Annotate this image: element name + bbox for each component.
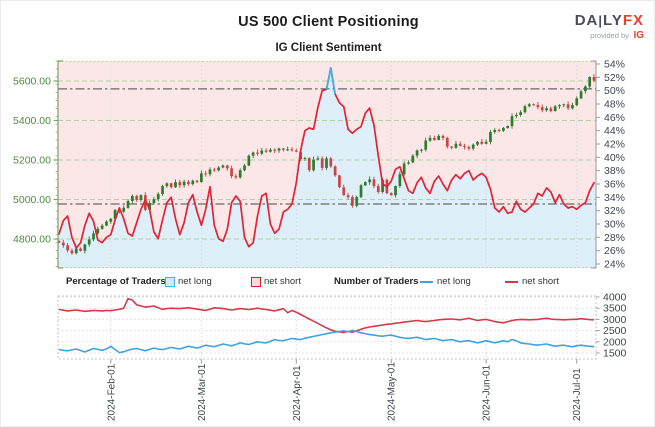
sentiment-line-long-majority xyxy=(325,67,336,95)
percent-tick-label: 48% xyxy=(604,99,625,111)
percent-tick-label: 42% xyxy=(604,139,625,151)
net-short-traders-line xyxy=(58,297,595,334)
date-tick-label: 2024-Mar-01 xyxy=(197,363,208,421)
percent-tick-label: 50% xyxy=(604,85,625,97)
price-tick-label: 5000.00 xyxy=(13,194,51,206)
page-title: US 500 Client Positioning xyxy=(238,14,419,30)
date-tick-label: 2024-Jul-01 xyxy=(572,368,583,421)
logo-text-ly: LY xyxy=(603,12,623,29)
net-long-line-icon xyxy=(420,281,433,283)
net-short-square-icon xyxy=(251,277,261,287)
logo-text-fx: FX xyxy=(622,12,644,29)
legend-pct-header: Percentage of Traders xyxy=(66,276,166,287)
count-tick-label: 1500 xyxy=(603,348,627,360)
candlesticks xyxy=(57,74,596,255)
legend-pct-net-short: net short xyxy=(264,276,301,287)
logo-tagline: provided by IG xyxy=(575,29,644,41)
provided-by-label: provided by xyxy=(590,31,629,40)
count-tick-label: 4000 xyxy=(603,292,627,304)
date-tick-label: 2024-Apr-01 xyxy=(292,365,303,421)
percent-tick-label: 44% xyxy=(604,125,625,137)
legend-num-net-long: net long xyxy=(437,276,471,287)
count-tick-label: 2000 xyxy=(603,336,627,348)
date-axis: 2024-Feb-01 2024-Mar-01 2024-Apr-01 2024-Ma… xyxy=(106,359,583,421)
price-tick-label: 4800.00 xyxy=(13,234,51,246)
percent-axis: 54%52%50%48%46%44%42%40%38%36%34%32%30%2… xyxy=(591,59,625,271)
percent-tick-label: 54% xyxy=(604,59,625,71)
price-axis: 5600.00 5400.00 5200.00 5000.00 4800.00 xyxy=(13,60,63,269)
percent-tick-label: 38% xyxy=(604,165,625,177)
legend-num-net-short: net short xyxy=(522,276,559,287)
date-tick-label: 2024-Feb-01 xyxy=(106,363,117,421)
net-long-area xyxy=(58,68,596,268)
sentiment-area-fills xyxy=(58,61,596,268)
percent-tick-label: 52% xyxy=(604,72,625,84)
chart-subtitle: IG Client Sentiment xyxy=(275,42,382,54)
ig-logo: IG xyxy=(633,30,644,41)
percent-tick-label: 30% xyxy=(604,219,625,231)
logo-bar-icon: | xyxy=(598,13,604,28)
price-gridlines xyxy=(58,61,596,268)
logo-text-da: DA xyxy=(574,12,599,29)
percent-tick-label: 24% xyxy=(604,259,625,271)
percent-tick-label: 36% xyxy=(604,179,625,191)
percent-tick-label: 34% xyxy=(604,192,625,204)
net-short-line-icon xyxy=(505,281,518,283)
net-long-traders-line xyxy=(58,329,595,354)
price-tick-label: 5600.00 xyxy=(13,76,51,88)
percent-tick-label: 26% xyxy=(604,245,625,257)
count-tick-label: 2500 xyxy=(603,325,627,337)
price-tick-label: 5200.00 xyxy=(13,155,51,167)
percent-tick-label: 28% xyxy=(604,232,625,244)
percent-tick-label: 40% xyxy=(604,152,625,164)
legend-num-header: Number of Traders xyxy=(334,276,419,287)
count-tick-label: 3500 xyxy=(603,303,627,315)
count-tick-label: 3000 xyxy=(603,314,627,326)
price-tick-label: 5400.00 xyxy=(13,115,51,127)
date-tick-label: 2024-Jun-01 xyxy=(482,364,493,421)
net-long-square-icon xyxy=(165,277,175,287)
dailyfx-logo: DA|LYFX provided by IG xyxy=(575,13,644,41)
date-tick-label: 2024-May-01 xyxy=(387,362,398,421)
percent-tick-label: 46% xyxy=(604,112,625,124)
percent-tick-label: 32% xyxy=(604,205,625,217)
legend-pct-net-long: net long xyxy=(178,276,212,287)
